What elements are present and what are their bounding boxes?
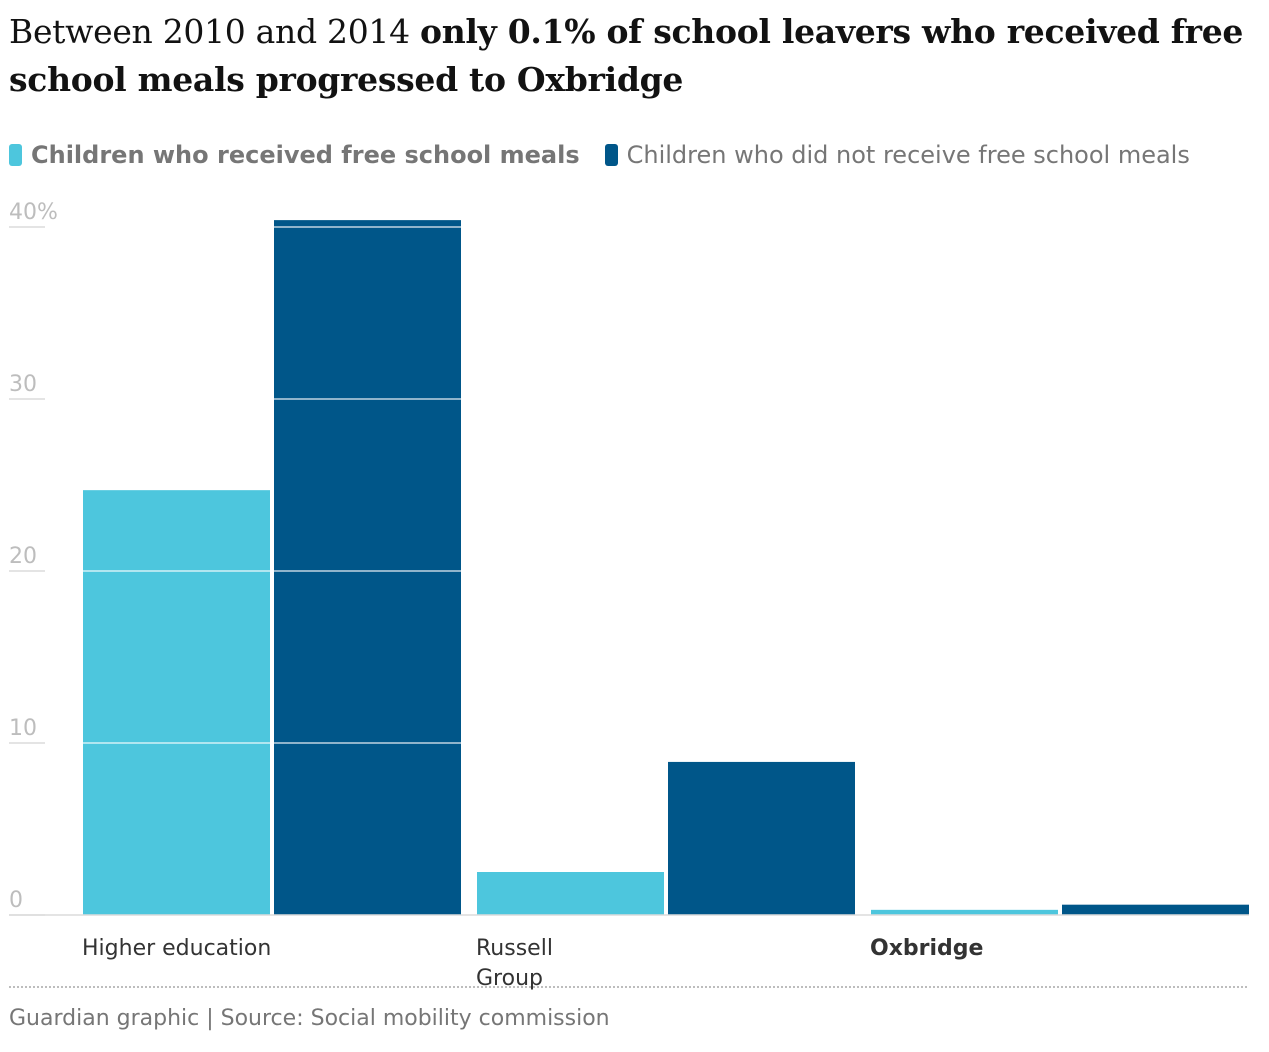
bar-oxbridge-series-1 xyxy=(1062,904,1249,915)
y-tick-label-3: 30 xyxy=(9,372,37,397)
legend-item-non-fsm: Children who did not receive free school… xyxy=(604,141,1190,169)
y-tick-label-0: 0 xyxy=(9,888,23,913)
bar-russell-group-series-0 xyxy=(477,872,664,915)
footer-divider xyxy=(9,986,1247,988)
bar-higher-education-series-0 xyxy=(83,490,270,915)
y-tick-label-1: 10 xyxy=(9,716,37,741)
legend-item-fsm: Children who received free school meals xyxy=(9,141,580,169)
legend-label-fsm: Children who received free school meals xyxy=(31,141,580,169)
bar-chart: 0 10 20 30 40% Higher education Russell Group Ox… xyxy=(9,200,1249,990)
x-category-label-0: Higher education xyxy=(82,936,271,961)
legend: Children who received free school meals … xyxy=(9,138,1215,172)
x-category-label-2: Oxbridge xyxy=(870,936,983,961)
legend-swatch-non-fsm xyxy=(604,144,618,166)
title-emphasis: only 0.1% of school leavers who received… xyxy=(9,12,1244,99)
bar-russell-group-series-1 xyxy=(668,761,855,915)
source-credit: Guardian graphic | Source: Social mobili… xyxy=(9,1006,610,1031)
y-tick-label-2: 20 xyxy=(9,544,37,569)
title-lead: Between 2010 and 2014 xyxy=(9,12,420,51)
legend-swatch-fsm xyxy=(9,144,22,166)
bar-higher-education-series-1 xyxy=(274,220,461,915)
y-tick-label-4: 40% xyxy=(9,200,58,225)
chart-title: Between 2010 and 2014 only 0.1% of schoo… xyxy=(9,8,1259,104)
x-category-label-1: Russell Group xyxy=(476,936,553,990)
legend-label-non-fsm: Children who did not receive free school… xyxy=(626,141,1190,169)
bar-oxbridge-series-0 xyxy=(871,909,1058,915)
